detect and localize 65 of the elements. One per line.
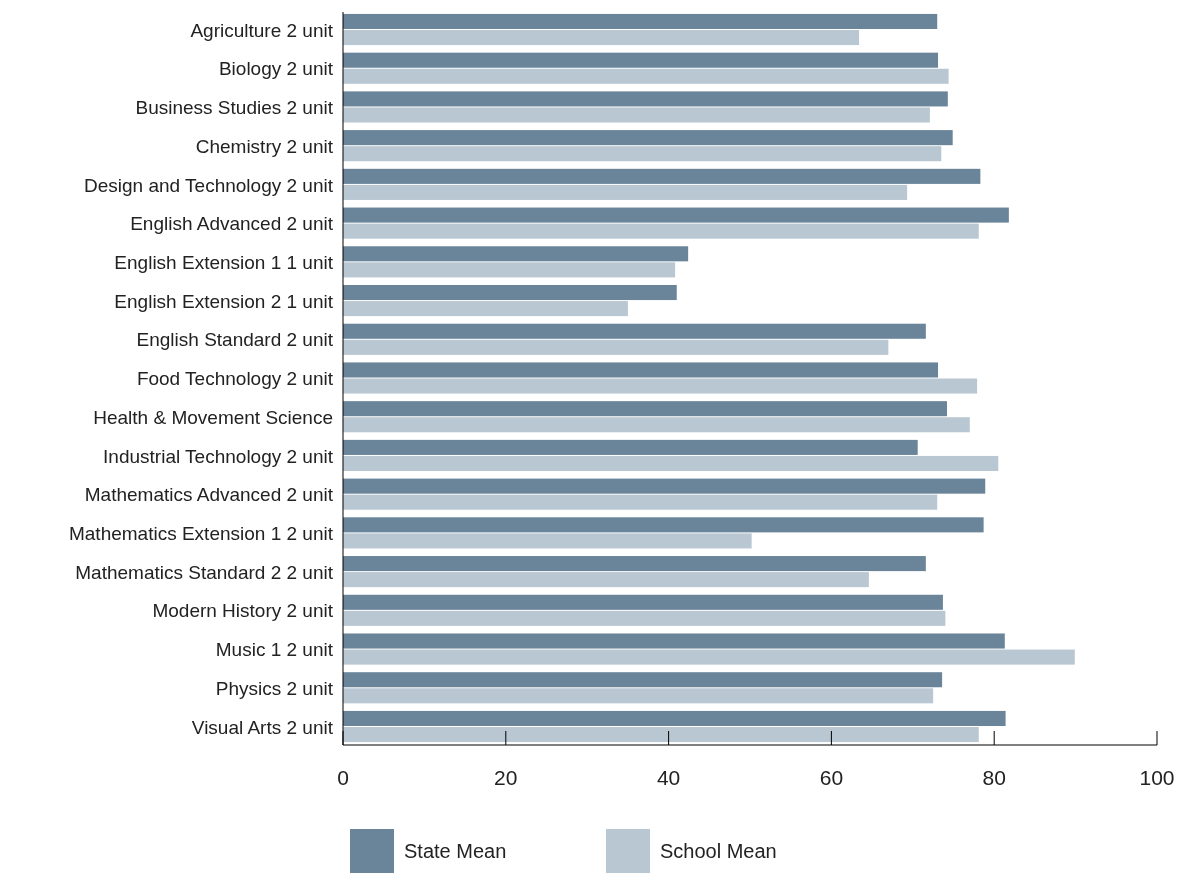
y-tick-label: Modern History 2 unit <box>152 600 334 622</box>
x-tick-label: 60 <box>819 766 844 789</box>
bar <box>343 223 979 239</box>
y-tick-label: English Standard 2 unit <box>136 329 334 351</box>
bar <box>343 13 938 30</box>
bar <box>343 168 981 184</box>
bar <box>343 130 953 146</box>
y-tick-label: English Extension 2 1 unit <box>114 290 334 312</box>
bar <box>343 649 1075 665</box>
bar <box>343 710 1006 726</box>
y-tick-label: Food Technology 2 unit <box>136 368 334 390</box>
bar <box>343 362 939 378</box>
x-tick-label: 40 <box>656 766 681 789</box>
bar <box>343 301 628 317</box>
y-tick-label: English Advanced 2 unit <box>130 213 334 235</box>
y-tick-label: Chemistry 2 unit <box>195 135 334 157</box>
y-tick-label: Visual Arts 2 unit <box>191 716 334 738</box>
bar <box>343 246 689 262</box>
x-tick-label: 20 <box>494 766 518 789</box>
bar <box>343 378 978 394</box>
bar <box>343 455 999 472</box>
bar <box>343 439 918 455</box>
bar <box>343 478 986 494</box>
bar <box>343 323 926 339</box>
y-tick-label: Mathematics Advanced 2 unit <box>84 484 334 506</box>
bar <box>343 633 1005 649</box>
y-tick-label: Industrial Technology 2 unit <box>103 445 334 467</box>
bar <box>343 91 948 107</box>
y-tick-label: Design and Technology 2 unit <box>84 174 334 196</box>
bar <box>343 517 984 533</box>
bar <box>343 594 943 610</box>
y-tick-label: English Extension 1 1 unit <box>114 251 334 273</box>
bar <box>343 52 939 68</box>
bar <box>343 572 869 588</box>
bar <box>343 726 979 743</box>
bar <box>343 610 946 626</box>
y-tick-label: Physics 2 unit <box>215 677 334 699</box>
bar <box>343 107 930 123</box>
bar <box>343 401 947 417</box>
legend-label: School Mean <box>660 840 777 862</box>
x-tick-label: 0 <box>337 766 349 789</box>
bar <box>343 184 908 200</box>
y-tick-label: Mathematics Extension 1 2 unit <box>68 523 334 545</box>
bar <box>343 417 970 433</box>
bar <box>343 339 889 355</box>
bar <box>343 672 943 688</box>
y-tick-label: Business Studies 2 unit <box>135 97 334 119</box>
bar <box>343 533 752 549</box>
y-tick-label: Biology 2 unit <box>218 58 334 80</box>
bar <box>343 262 676 278</box>
y-tick-label: Agriculture 2 unit <box>190 19 334 41</box>
bar <box>343 68 949 84</box>
bar <box>343 688 934 704</box>
bar <box>343 146 942 162</box>
y-tick-label: Music 1 2 unit <box>215 639 334 661</box>
bar <box>343 494 938 510</box>
bar <box>343 30 860 46</box>
bar <box>343 284 677 301</box>
legend-label: State Mean <box>404 840 507 862</box>
x-tick-label: 80 <box>982 766 1006 789</box>
y-tick-label: Health & Movement Science <box>93 406 333 428</box>
y-tick-label: Mathematics Standard 2 2 unit <box>75 561 334 583</box>
bar <box>343 207 1009 223</box>
x-tick-label: 100 <box>1139 766 1175 789</box>
bar <box>343 556 926 572</box>
